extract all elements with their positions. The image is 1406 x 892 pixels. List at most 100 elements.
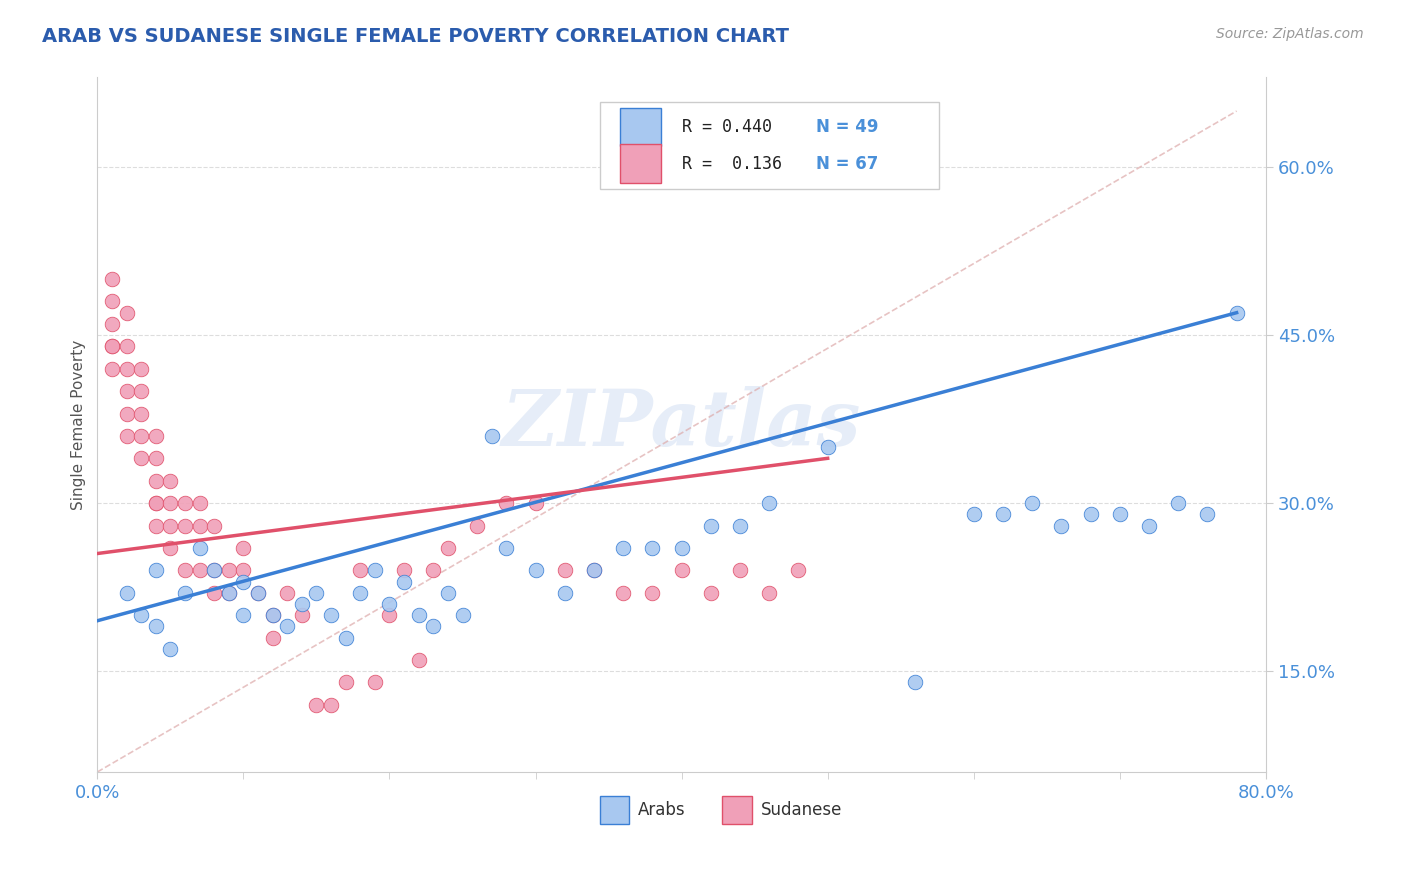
Point <box>641 541 664 555</box>
Point <box>582 563 605 577</box>
Point <box>101 361 124 376</box>
Point <box>817 440 839 454</box>
Point <box>218 563 240 577</box>
Point <box>101 339 124 353</box>
Point <box>115 407 138 421</box>
Point <box>145 619 167 633</box>
Point <box>101 317 124 331</box>
Point <box>787 563 810 577</box>
Point <box>495 541 517 555</box>
Point <box>174 586 197 600</box>
Point <box>291 608 314 623</box>
Point <box>335 631 357 645</box>
Point <box>700 586 723 600</box>
Point <box>378 608 401 623</box>
Point <box>145 518 167 533</box>
Point <box>451 608 474 623</box>
Point <box>174 518 197 533</box>
Point <box>582 563 605 577</box>
Point <box>1080 508 1102 522</box>
Point <box>218 586 240 600</box>
Text: Sudanese: Sudanese <box>761 801 842 819</box>
Text: ARAB VS SUDANESE SINGLE FEMALE POVERTY CORRELATION CHART: ARAB VS SUDANESE SINGLE FEMALE POVERTY C… <box>42 27 789 45</box>
Point <box>671 541 693 555</box>
Point <box>145 474 167 488</box>
Point <box>1167 496 1189 510</box>
Point <box>291 597 314 611</box>
Point <box>524 496 547 510</box>
Point <box>232 574 254 589</box>
Point <box>728 563 751 577</box>
Point <box>1197 508 1219 522</box>
Text: N = 67: N = 67 <box>815 154 879 172</box>
Point <box>758 496 780 510</box>
Point <box>408 653 430 667</box>
Point <box>700 518 723 533</box>
FancyBboxPatch shape <box>600 102 939 188</box>
Point <box>188 518 211 533</box>
Point <box>991 508 1014 522</box>
Y-axis label: Single Female Poverty: Single Female Poverty <box>72 340 86 510</box>
FancyBboxPatch shape <box>620 108 661 146</box>
Point <box>1226 306 1249 320</box>
Point <box>524 563 547 577</box>
Text: Source: ZipAtlas.com: Source: ZipAtlas.com <box>1216 27 1364 41</box>
Point <box>349 563 371 577</box>
Point <box>202 563 225 577</box>
Point <box>115 429 138 443</box>
FancyBboxPatch shape <box>723 797 752 824</box>
Point <box>349 586 371 600</box>
Point <box>305 586 328 600</box>
Point <box>159 641 181 656</box>
Point <box>218 586 240 600</box>
Point <box>145 496 167 510</box>
Point <box>1021 496 1043 510</box>
Point <box>319 608 342 623</box>
Point <box>129 361 152 376</box>
Point <box>364 563 387 577</box>
Point <box>262 608 284 623</box>
Point <box>247 586 270 600</box>
Point <box>159 541 181 555</box>
Point <box>101 272 124 286</box>
Point <box>671 563 693 577</box>
Point <box>378 597 401 611</box>
Point <box>188 563 211 577</box>
Text: ZIPatlas: ZIPatlas <box>502 386 862 463</box>
Point <box>728 518 751 533</box>
Point <box>392 574 415 589</box>
Point <box>115 384 138 398</box>
Point <box>335 675 357 690</box>
Point <box>129 608 152 623</box>
Text: Arabs: Arabs <box>638 801 686 819</box>
Point <box>232 608 254 623</box>
Point <box>202 586 225 600</box>
Point <box>202 563 225 577</box>
Point <box>159 496 181 510</box>
Point <box>481 429 503 443</box>
Point <box>129 407 152 421</box>
Point <box>408 608 430 623</box>
Point <box>319 698 342 712</box>
Point <box>247 586 270 600</box>
Point <box>276 619 298 633</box>
Point <box>392 563 415 577</box>
Point <box>904 675 927 690</box>
Point <box>305 698 328 712</box>
Point <box>188 541 211 555</box>
Point <box>422 563 444 577</box>
Point <box>262 631 284 645</box>
Point <box>115 339 138 353</box>
Point <box>276 586 298 600</box>
Point <box>612 541 634 555</box>
Point <box>145 563 167 577</box>
FancyBboxPatch shape <box>600 797 628 824</box>
Point <box>422 619 444 633</box>
Point <box>145 429 167 443</box>
Point <box>437 586 460 600</box>
Point <box>174 563 197 577</box>
Point <box>202 518 225 533</box>
Point <box>232 541 254 555</box>
Point <box>495 496 517 510</box>
Point <box>115 361 138 376</box>
